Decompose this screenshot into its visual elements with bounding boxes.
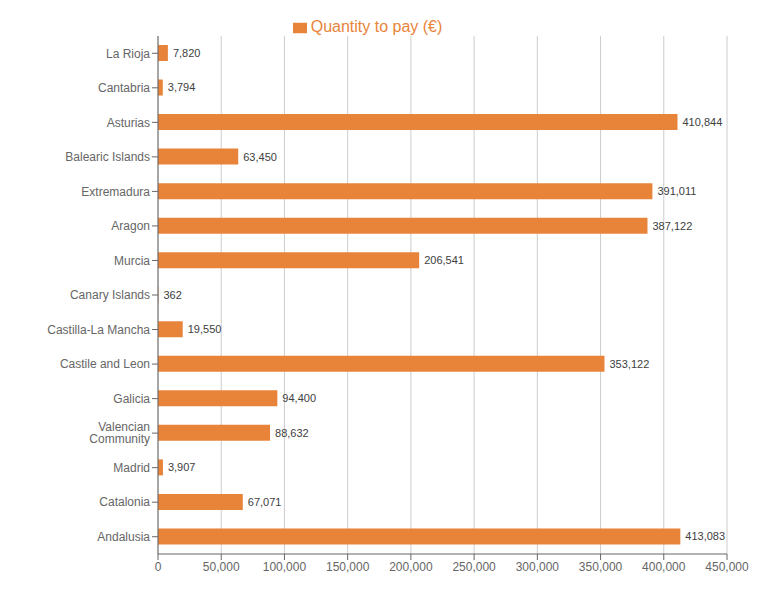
svg-text:250,000: 250,000 xyxy=(452,560,496,574)
svg-text:Aragon: Aragon xyxy=(111,219,150,233)
svg-text:Andalusia: Andalusia xyxy=(97,530,150,544)
svg-text:387,122: 387,122 xyxy=(652,220,692,232)
svg-text:206,541: 206,541 xyxy=(424,254,464,266)
svg-text:413,083: 413,083 xyxy=(685,530,725,542)
svg-text:50,000: 50,000 xyxy=(203,560,240,574)
svg-text:67,071: 67,071 xyxy=(248,496,282,508)
svg-text:362: 362 xyxy=(163,289,181,301)
svg-text:353,122: 353,122 xyxy=(610,358,650,370)
svg-text:Catalonia: Catalonia xyxy=(99,495,150,509)
svg-text:0: 0 xyxy=(155,560,162,574)
svg-text:200,000: 200,000 xyxy=(389,560,433,574)
svg-text:150,000: 150,000 xyxy=(326,560,370,574)
svg-text:19,550: 19,550 xyxy=(188,323,222,335)
svg-text:350,000: 350,000 xyxy=(579,560,623,574)
svg-text:391,011: 391,011 xyxy=(657,185,696,197)
svg-text:88,632: 88,632 xyxy=(275,427,309,439)
svg-text:94,400: 94,400 xyxy=(282,392,316,404)
svg-text:7,820: 7,820 xyxy=(173,47,201,59)
svg-text:ValencianCommunity: ValencianCommunity xyxy=(89,420,150,446)
svg-text:Galicia: Galicia xyxy=(113,392,150,406)
svg-text:La Rioja: La Rioja xyxy=(106,47,150,61)
svg-text:63,450: 63,450 xyxy=(243,151,277,163)
svg-text:Canary Islands: Canary Islands xyxy=(70,288,150,302)
svg-text:Castilla-La Mancha: Castilla-La Mancha xyxy=(47,323,150,337)
svg-text:Extremadura: Extremadura xyxy=(81,185,150,199)
svg-text:400,000: 400,000 xyxy=(642,560,686,574)
svg-text:Balearic Islands: Balearic Islands xyxy=(65,150,150,164)
svg-text:100,000: 100,000 xyxy=(263,560,307,574)
svg-text:410,844: 410,844 xyxy=(682,116,722,128)
svg-text:Castile and Leon: Castile and Leon xyxy=(60,357,150,371)
svg-text:300,000: 300,000 xyxy=(516,560,560,574)
svg-text:Cantabria: Cantabria xyxy=(98,81,150,95)
svg-text:450,000: 450,000 xyxy=(705,560,749,574)
svg-text:Asturias: Asturias xyxy=(107,116,150,130)
html-text:Quantity to pay (€): Quantity to pay (€) xyxy=(310,18,443,35)
svg-text:3,794: 3,794 xyxy=(168,81,196,93)
svg-text:Madrid: Madrid xyxy=(113,461,150,475)
svg-text:Murcia: Murcia xyxy=(114,254,150,268)
svg-text:3,907: 3,907 xyxy=(168,461,196,473)
